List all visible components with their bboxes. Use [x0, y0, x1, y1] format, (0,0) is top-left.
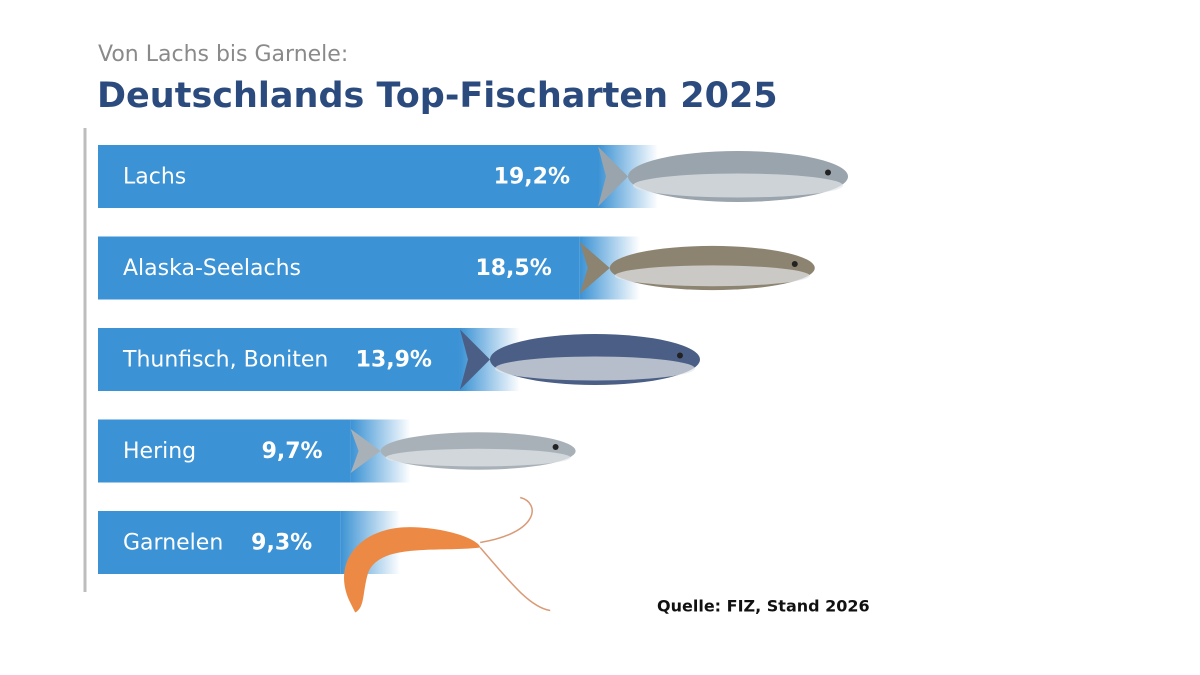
category-label: Thunfisch, Boniten	[122, 348, 328, 373]
bars: Lachs 19,2% Alaska-Seelachs 18,5% Thunfisch,…	[98, 145, 848, 613]
value-label: 9,7%	[262, 439, 323, 464]
shrimp-antenna	[479, 547, 551, 612]
fish-tail	[579, 242, 610, 294]
bar	[98, 236, 580, 300]
shrimp-illustration	[344, 527, 481, 613]
value-label: 19,2%	[494, 165, 570, 190]
fish-belly	[385, 448, 571, 467]
bar	[98, 511, 341, 574]
fish-eye	[552, 444, 559, 450]
fish-tail	[459, 329, 490, 390]
value-label: 18,5%	[475, 256, 551, 281]
fish-belly	[614, 265, 810, 287]
shrimp-antenna	[480, 496, 533, 544]
source-note: Quelle: FIZ, Stand 2026	[657, 597, 870, 616]
bar	[98, 328, 460, 391]
fish-belly	[633, 173, 843, 198]
chart-subtitle: Von Lachs bis Garnele:	[98, 42, 348, 67]
value-label: 9,3%	[251, 531, 312, 556]
bar	[98, 419, 351, 483]
fish-tail	[350, 429, 381, 473]
value-label: 13,9%	[356, 348, 432, 373]
fish-eye	[791, 261, 798, 267]
fish-eye	[825, 169, 831, 176]
category-label: Hering	[123, 439, 196, 464]
fish-belly	[494, 356, 695, 381]
category-label: Lachs	[123, 165, 186, 190]
fish-tail	[598, 146, 628, 207]
category-label: Garnelen	[123, 531, 223, 556]
category-label: Alaska-Seelachs	[123, 256, 301, 281]
chart-title: Deutschlands Top-Fischarten 2025	[97, 76, 778, 116]
fish-eye	[676, 352, 683, 359]
bar	[98, 145, 598, 208]
